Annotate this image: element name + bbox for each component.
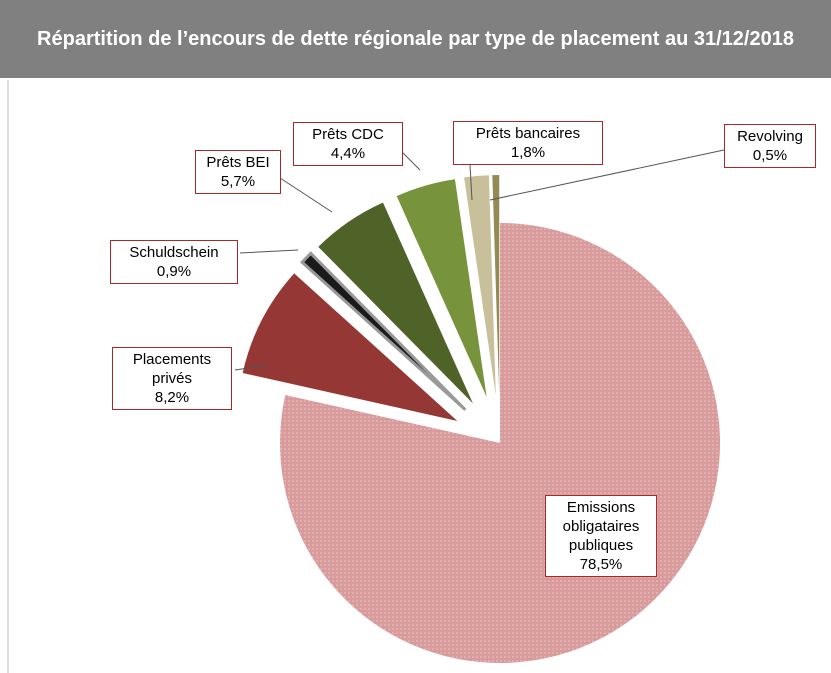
label-category: Prêts bancaires xyxy=(475,125,581,142)
leader-line xyxy=(239,249,299,254)
label-category: Emissions obligataires publiques xyxy=(562,499,640,554)
data-label: Schuldschein 0,9% xyxy=(110,240,238,284)
label-value: 5,7% xyxy=(220,173,256,190)
data-label: Revolving 0,5% xyxy=(724,124,816,168)
leader-line xyxy=(399,149,421,171)
leader-line xyxy=(469,164,473,201)
label-category: Prêts CDC xyxy=(312,126,384,143)
data-label: Placements privés 8,2% xyxy=(112,347,232,410)
label-category: Prêts BEI xyxy=(206,154,270,171)
leader-line xyxy=(489,149,725,201)
label-value: 8,2% xyxy=(154,389,190,406)
pie-slice xyxy=(464,175,496,396)
label-category: Placements privés xyxy=(132,351,212,387)
label-category: Schuldschein xyxy=(129,244,219,261)
data-label: Prêts CDC 4,4% xyxy=(293,122,403,166)
pie-slice xyxy=(396,179,487,397)
pie-slice xyxy=(300,251,467,411)
pie-slice xyxy=(318,202,473,404)
label-value: 0,5% xyxy=(752,147,788,164)
leader-line xyxy=(279,177,333,213)
pie-slice xyxy=(492,175,500,396)
label-value: 4,4% xyxy=(330,145,366,162)
label-value: 0,9% xyxy=(156,263,192,280)
data-label: Prêts BEI 5,7% xyxy=(195,150,281,194)
data-label: Emissions obligataires publiques 78,5% xyxy=(545,495,657,577)
leader-line xyxy=(234,364,269,371)
title-bar: Répartition de l’encours de dette région… xyxy=(0,0,831,78)
pie-slice xyxy=(242,273,458,421)
label-value: 78,5% xyxy=(579,556,623,573)
chart-title: Répartition de l’encours de dette région… xyxy=(37,28,794,50)
label-value: 1,8% xyxy=(510,144,546,161)
data-label: Prêts bancaires 1,8% xyxy=(453,121,603,165)
label-category: Revolving xyxy=(737,128,803,145)
